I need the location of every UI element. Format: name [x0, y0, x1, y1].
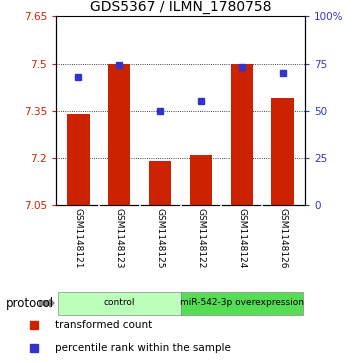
Text: control: control: [104, 298, 135, 307]
Bar: [108, 64, 130, 205]
Text: GSM1148121: GSM1148121: [74, 208, 83, 268]
Text: GSM1148124: GSM1148124: [237, 208, 246, 268]
Text: GSM1148122: GSM1148122: [196, 208, 205, 268]
Bar: [271, 98, 294, 205]
Text: transformed count: transformed count: [55, 320, 152, 330]
Text: GSM1148125: GSM1148125: [156, 208, 165, 268]
Title: GDS5367 / ILMN_1780758: GDS5367 / ILMN_1780758: [90, 0, 271, 14]
Text: percentile rank within the sample: percentile rank within the sample: [55, 343, 231, 353]
Bar: [58, 292, 180, 314]
Bar: [149, 161, 171, 205]
Text: miR-542-3p overexpression: miR-542-3p overexpression: [180, 298, 304, 307]
Bar: [231, 64, 253, 205]
Bar: [67, 114, 90, 205]
Text: GSM1148126: GSM1148126: [278, 208, 287, 268]
Bar: [180, 292, 303, 314]
Bar: [190, 155, 212, 205]
Text: protocol: protocol: [5, 297, 53, 310]
Text: GSM1148123: GSM1148123: [115, 208, 124, 268]
